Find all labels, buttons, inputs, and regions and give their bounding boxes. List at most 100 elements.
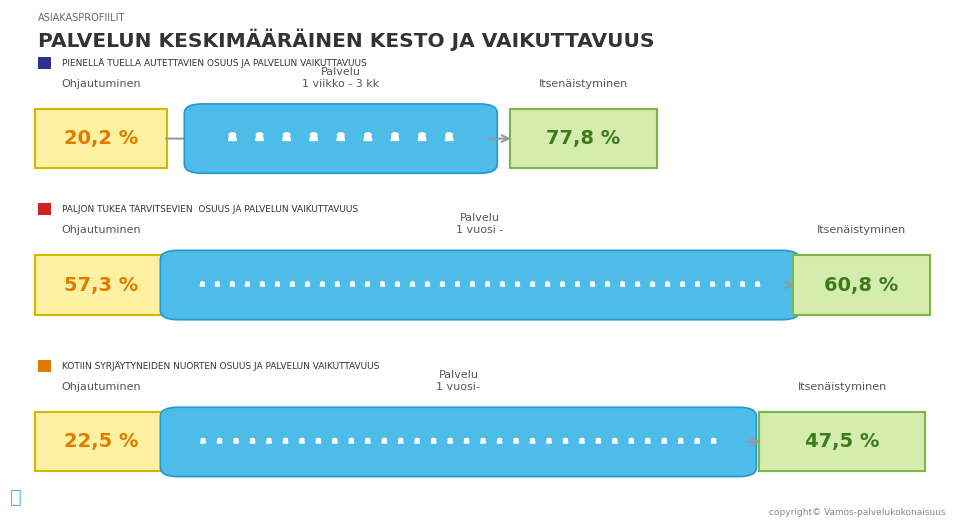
Polygon shape [516,284,519,286]
Circle shape [580,438,584,440]
Text: Palvelu
1 vuosi -: Palvelu 1 vuosi - [456,213,504,235]
Circle shape [516,282,519,284]
Polygon shape [740,284,745,286]
Circle shape [486,282,490,284]
FancyBboxPatch shape [35,255,167,314]
Text: PALVELUN KESKIMÄÄRÄINEN KESTO JA VAIKUTTAVUUS: PALVELUN KESKIMÄÄRÄINEN KESTO JA VAIKUTT… [38,29,655,51]
Polygon shape [282,137,291,141]
Circle shape [425,282,429,284]
Text: 47,5 %: 47,5 % [805,433,879,451]
Text: 77,8 %: 77,8 % [546,129,620,148]
Polygon shape [337,137,345,141]
FancyBboxPatch shape [38,203,51,215]
Polygon shape [349,441,353,443]
Polygon shape [756,284,759,286]
Text: Ohjautuminen: Ohjautuminen [61,79,140,89]
Circle shape [531,438,535,440]
Polygon shape [260,284,265,286]
Polygon shape [497,441,502,443]
Text: 60,8 %: 60,8 % [825,276,899,294]
Polygon shape [364,137,372,141]
Text: Palvelu
1 viikko - 3 kk: Palvelu 1 viikko - 3 kk [302,66,379,89]
Circle shape [336,282,339,284]
Polygon shape [283,441,288,443]
Circle shape [381,282,384,284]
Polygon shape [233,441,238,443]
Circle shape [416,438,420,440]
FancyBboxPatch shape [793,255,930,314]
FancyBboxPatch shape [160,251,800,320]
Polygon shape [465,441,469,443]
Circle shape [545,282,549,284]
Circle shape [201,282,204,284]
Polygon shape [575,284,580,286]
Polygon shape [251,441,255,443]
Circle shape [229,133,235,137]
Text: Itsenäistyminen: Itsenäistyminen [798,382,887,392]
Polygon shape [481,441,486,443]
Polygon shape [580,441,585,443]
Circle shape [321,282,324,284]
Text: ASIAKASPROFIILIT: ASIAKASPROFIILIT [38,13,126,23]
Circle shape [398,438,402,440]
Polygon shape [305,284,309,286]
Circle shape [251,438,254,440]
Text: 22,5 %: 22,5 % [63,433,138,451]
FancyBboxPatch shape [35,109,167,168]
Polygon shape [546,441,551,443]
Circle shape [246,282,250,284]
Polygon shape [695,441,700,443]
Polygon shape [514,441,518,443]
Polygon shape [382,441,387,443]
Circle shape [291,282,294,284]
Polygon shape [636,284,639,286]
Polygon shape [380,284,385,286]
Circle shape [202,438,205,440]
Circle shape [662,438,666,440]
Circle shape [576,282,579,284]
Polygon shape [564,441,567,443]
Circle shape [382,438,386,440]
Circle shape [234,438,238,440]
Circle shape [350,282,354,284]
Circle shape [349,438,353,440]
Polygon shape [335,284,340,286]
Circle shape [596,438,600,440]
Text: 20,2 %: 20,2 % [63,129,138,148]
Circle shape [636,282,639,284]
Circle shape [283,133,290,137]
Polygon shape [447,441,452,443]
Circle shape [411,282,415,284]
Polygon shape [267,441,272,443]
Text: copyright© Vamos-palvelukokonaisuus: copyright© Vamos-palvelukokonaisuus [769,508,946,517]
Circle shape [679,438,683,440]
Circle shape [561,282,564,284]
Polygon shape [201,284,204,286]
Circle shape [470,282,474,284]
Circle shape [497,438,501,440]
FancyBboxPatch shape [510,109,657,168]
Circle shape [448,438,452,440]
Polygon shape [645,441,650,443]
Circle shape [681,282,684,284]
Polygon shape [425,284,430,286]
Polygon shape [398,441,403,443]
Polygon shape [530,284,535,286]
Polygon shape [300,441,304,443]
Circle shape [365,133,372,137]
Circle shape [317,438,321,440]
Circle shape [606,282,610,284]
Circle shape [515,438,518,440]
Circle shape [366,438,370,440]
Circle shape [283,438,287,440]
Polygon shape [711,441,716,443]
Polygon shape [310,137,318,141]
Polygon shape [290,284,295,286]
Circle shape [419,133,425,137]
Polygon shape [590,284,594,286]
Circle shape [590,282,594,284]
Circle shape [441,282,444,284]
Text: Ohjautuminen: Ohjautuminen [61,382,140,392]
Polygon shape [316,441,321,443]
Circle shape [305,282,309,284]
